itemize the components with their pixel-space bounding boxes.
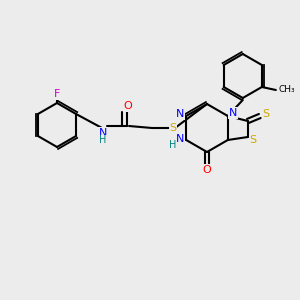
Text: N: N bbox=[229, 108, 237, 118]
Text: S: S bbox=[169, 123, 177, 133]
Text: CH₃: CH₃ bbox=[279, 85, 296, 94]
Text: S: S bbox=[249, 135, 256, 145]
Text: H: H bbox=[169, 140, 176, 150]
Text: S: S bbox=[262, 109, 269, 119]
Text: N: N bbox=[176, 134, 184, 144]
Text: N: N bbox=[99, 128, 107, 138]
Text: O: O bbox=[124, 101, 132, 111]
Text: F: F bbox=[54, 89, 60, 99]
Text: O: O bbox=[202, 165, 211, 175]
Text: N: N bbox=[176, 109, 184, 119]
Text: H: H bbox=[99, 135, 107, 145]
